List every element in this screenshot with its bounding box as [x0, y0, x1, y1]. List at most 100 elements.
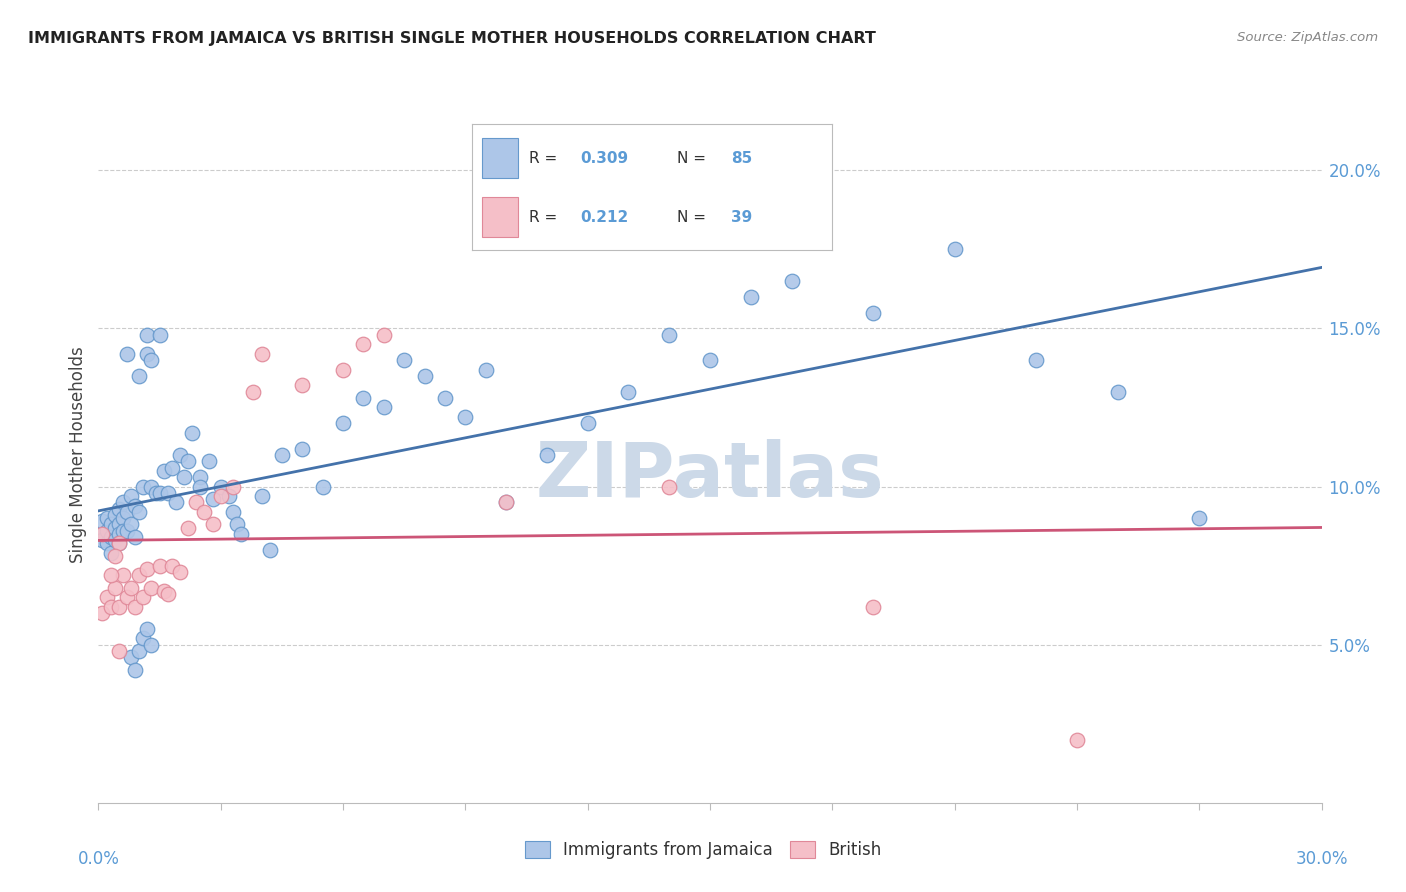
- Point: [124, 499, 146, 513]
- Point: [108, 536, 131, 550]
- Point: [392, 353, 416, 368]
- Point: [115, 505, 138, 519]
- Point: [111, 511, 134, 525]
- Point: [96, 511, 118, 525]
- Point: [91, 606, 114, 620]
- Point: [186, 495, 208, 509]
- Point: [108, 501, 131, 516]
- Point: [373, 327, 395, 342]
- Point: [145, 486, 167, 500]
- Point: [96, 524, 118, 538]
- Text: 30.0%: 30.0%: [1295, 850, 1348, 868]
- Point: [226, 517, 249, 532]
- Point: [91, 533, 114, 548]
- Point: [104, 581, 127, 595]
- Point: [100, 530, 122, 544]
- Point: [495, 495, 517, 509]
- Point: [291, 442, 314, 456]
- Point: [96, 536, 118, 550]
- Point: [259, 542, 281, 557]
- Point: [96, 591, 118, 605]
- Point: [231, 527, 253, 541]
- Point: [141, 479, 163, 493]
- Text: IMMIGRANTS FROM JAMAICA VS BRITISH SINGLE MOTHER HOUSEHOLDS CORRELATION CHART: IMMIGRANTS FROM JAMAICA VS BRITISH SINGL…: [28, 31, 876, 46]
- Point: [1066, 732, 1088, 747]
- Point: [242, 384, 264, 399]
- Point: [100, 517, 122, 532]
- Y-axis label: Single Mother Households: Single Mother Households: [69, 347, 87, 563]
- Point: [152, 583, 174, 598]
- Point: [115, 347, 138, 361]
- Point: [136, 562, 159, 576]
- Point: [1188, 511, 1211, 525]
- Point: [1107, 384, 1129, 399]
- Point: [91, 527, 114, 541]
- Point: [413, 368, 436, 383]
- Point: [201, 517, 224, 532]
- Point: [209, 479, 232, 493]
- Text: 0.0%: 0.0%: [77, 850, 120, 868]
- Point: [165, 495, 187, 509]
- Point: [943, 243, 966, 257]
- Point: [312, 479, 335, 493]
- Point: [454, 409, 477, 424]
- Point: [780, 274, 803, 288]
- Point: [332, 362, 354, 376]
- Point: [100, 599, 122, 614]
- Point: [128, 368, 150, 383]
- Point: [617, 384, 640, 399]
- Point: [270, 448, 294, 462]
- Point: [124, 530, 146, 544]
- Point: [209, 489, 232, 503]
- Point: [1025, 353, 1047, 368]
- Point: [332, 417, 354, 431]
- Point: [576, 417, 599, 431]
- Point: [197, 454, 219, 468]
- Point: [169, 448, 191, 462]
- Point: [250, 347, 273, 361]
- Point: [132, 632, 155, 646]
- Text: ZIPatlas: ZIPatlas: [536, 439, 884, 513]
- Point: [658, 479, 681, 493]
- Point: [104, 533, 127, 548]
- Point: [128, 644, 150, 658]
- Point: [104, 521, 127, 535]
- Point: [862, 599, 884, 614]
- Point: [218, 489, 240, 503]
- Point: [136, 327, 159, 342]
- Point: [136, 347, 159, 361]
- Point: [108, 517, 131, 532]
- Point: [108, 644, 131, 658]
- Point: [188, 479, 212, 493]
- Point: [160, 460, 183, 475]
- Point: [91, 514, 114, 528]
- Point: [862, 305, 884, 319]
- Point: [177, 521, 200, 535]
- Point: [115, 591, 138, 605]
- Point: [111, 568, 134, 582]
- Point: [536, 448, 558, 462]
- Point: [111, 495, 134, 509]
- Point: [352, 337, 374, 351]
- Point: [136, 622, 159, 636]
- Point: [120, 650, 142, 665]
- Point: [128, 568, 150, 582]
- Point: [188, 470, 212, 484]
- Point: [104, 508, 127, 522]
- Point: [658, 327, 681, 342]
- Point: [111, 524, 134, 538]
- Point: [120, 517, 142, 532]
- Point: [193, 505, 215, 519]
- Point: [128, 505, 150, 519]
- Point: [201, 492, 224, 507]
- Point: [149, 558, 172, 573]
- Point: [373, 401, 395, 415]
- Point: [124, 599, 146, 614]
- Point: [222, 479, 245, 493]
- Point: [141, 353, 163, 368]
- Point: [104, 549, 127, 563]
- Point: [132, 479, 155, 493]
- Point: [156, 486, 179, 500]
- Point: [149, 486, 172, 500]
- Point: [149, 327, 172, 342]
